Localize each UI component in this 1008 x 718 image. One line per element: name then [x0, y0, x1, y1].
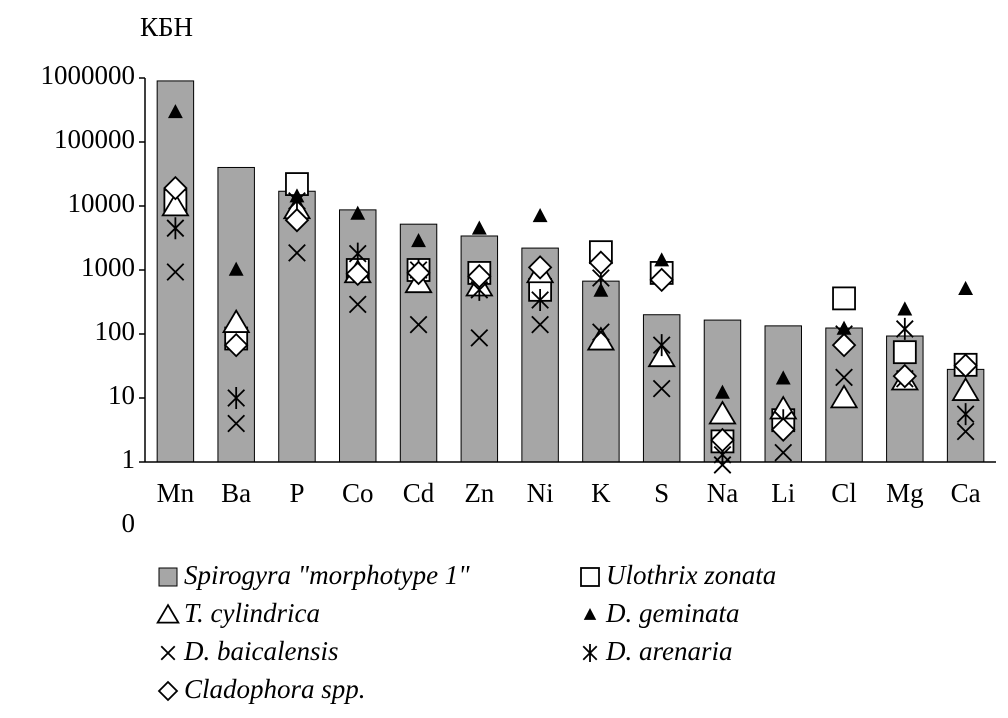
- data-point: [221, 308, 251, 333]
- data-point: [774, 443, 793, 462]
- data-point: [770, 417, 796, 442]
- x-tick-label: Mn: [157, 478, 195, 508]
- data-point: [167, 104, 183, 119]
- legend-label: D. baicalensis: [183, 636, 339, 666]
- x-tick-label: Cd: [403, 478, 435, 508]
- data-point: [775, 370, 791, 385]
- data-point: [897, 301, 913, 316]
- legend-marker: [582, 644, 598, 662]
- data-point: [829, 384, 859, 409]
- data-point: [467, 263, 492, 289]
- y-tick-label: 100: [95, 316, 136, 346]
- x-tick-label: Na: [707, 478, 738, 508]
- legend-marker: [157, 680, 179, 702]
- x-tick-label: K: [591, 478, 611, 508]
- x-tick-label: Co: [342, 478, 374, 508]
- data-point: [348, 295, 367, 314]
- data-point: [532, 207, 548, 223]
- bar: [582, 280, 620, 463]
- data-point: [592, 323, 610, 342]
- data-point: [588, 250, 614, 275]
- bar: [278, 190, 316, 463]
- data-point: [163, 175, 188, 201]
- y-tick-label: 1: [122, 444, 136, 474]
- data-point: [710, 427, 735, 453]
- data-point: [527, 255, 553, 280]
- data-point: [956, 422, 975, 441]
- data-point: [654, 252, 670, 267]
- y-tick-label: 1000: [81, 252, 135, 282]
- bar: [521, 247, 559, 463]
- data-point: [892, 363, 918, 389]
- data-point: [652, 334, 671, 357]
- legend-label: D. arenaria: [605, 636, 733, 666]
- data-point: [348, 242, 367, 265]
- legend-marker: [580, 567, 600, 587]
- x-tick-label: Zn: [464, 478, 494, 508]
- data-point: [166, 217, 185, 240]
- data-point: [227, 387, 246, 409]
- data-point: [406, 260, 431, 286]
- x-tick-label: Li: [771, 478, 795, 508]
- data-point: [411, 233, 426, 248]
- data-point: [593, 282, 609, 297]
- data-point: [350, 205, 366, 220]
- y-tick-label: 1000000: [41, 60, 136, 90]
- data-point: [471, 220, 487, 235]
- legend-label: Cladophora spp.: [184, 674, 366, 704]
- legend-label: Ulothrix zonata: [606, 560, 776, 590]
- legend-marker: [156, 603, 180, 624]
- data-point: [895, 317, 914, 340]
- data-point: [223, 332, 249, 358]
- data-point: [409, 315, 428, 334]
- data-point: [345, 261, 371, 287]
- data-point: [166, 263, 185, 281]
- data-point: [161, 192, 190, 217]
- y-tick-label: 100000: [54, 124, 135, 154]
- legend-label: T. cylindrica: [184, 598, 320, 628]
- data-point: [831, 332, 857, 358]
- data-point: [956, 403, 975, 426]
- x-tick-label: P: [289, 478, 304, 508]
- data-point: [531, 288, 549, 311]
- x-tick-label: Ba: [221, 478, 251, 508]
- data-point: [832, 286, 856, 311]
- data-point: [835, 368, 853, 387]
- data-point: [708, 400, 737, 425]
- legend-label: D. geminata: [605, 598, 739, 628]
- x-tick-label: Ca: [951, 478, 981, 508]
- data-point: [652, 379, 671, 398]
- data-point: [892, 340, 917, 365]
- data-point: [951, 376, 980, 401]
- data-point: [288, 244, 306, 262]
- data-point: [470, 328, 489, 347]
- x-tick-label: Ni: [527, 478, 554, 508]
- y-axis-label: КБН: [140, 12, 193, 42]
- data-point: [227, 414, 246, 433]
- legend-marker: [583, 607, 597, 620]
- y-tick-label: 10000: [68, 188, 136, 218]
- data-point: [953, 353, 978, 378]
- data-point: [958, 280, 974, 296]
- data-point: [649, 267, 674, 293]
- data-point: [284, 207, 310, 233]
- y-tick-label: 10: [108, 380, 135, 410]
- y-tick-label: 0: [122, 508, 136, 538]
- data-point: [228, 261, 244, 276]
- x-tick-label: Mg: [886, 478, 924, 508]
- legend-label: Spirogyra "morphotype 1": [184, 560, 470, 590]
- data-point: [715, 384, 730, 399]
- data-point: [531, 315, 549, 334]
- x-tick-label: Cl: [831, 478, 857, 508]
- legend-marker: [158, 567, 178, 587]
- legend-marker: [160, 645, 176, 661]
- x-tick-label: S: [654, 478, 669, 508]
